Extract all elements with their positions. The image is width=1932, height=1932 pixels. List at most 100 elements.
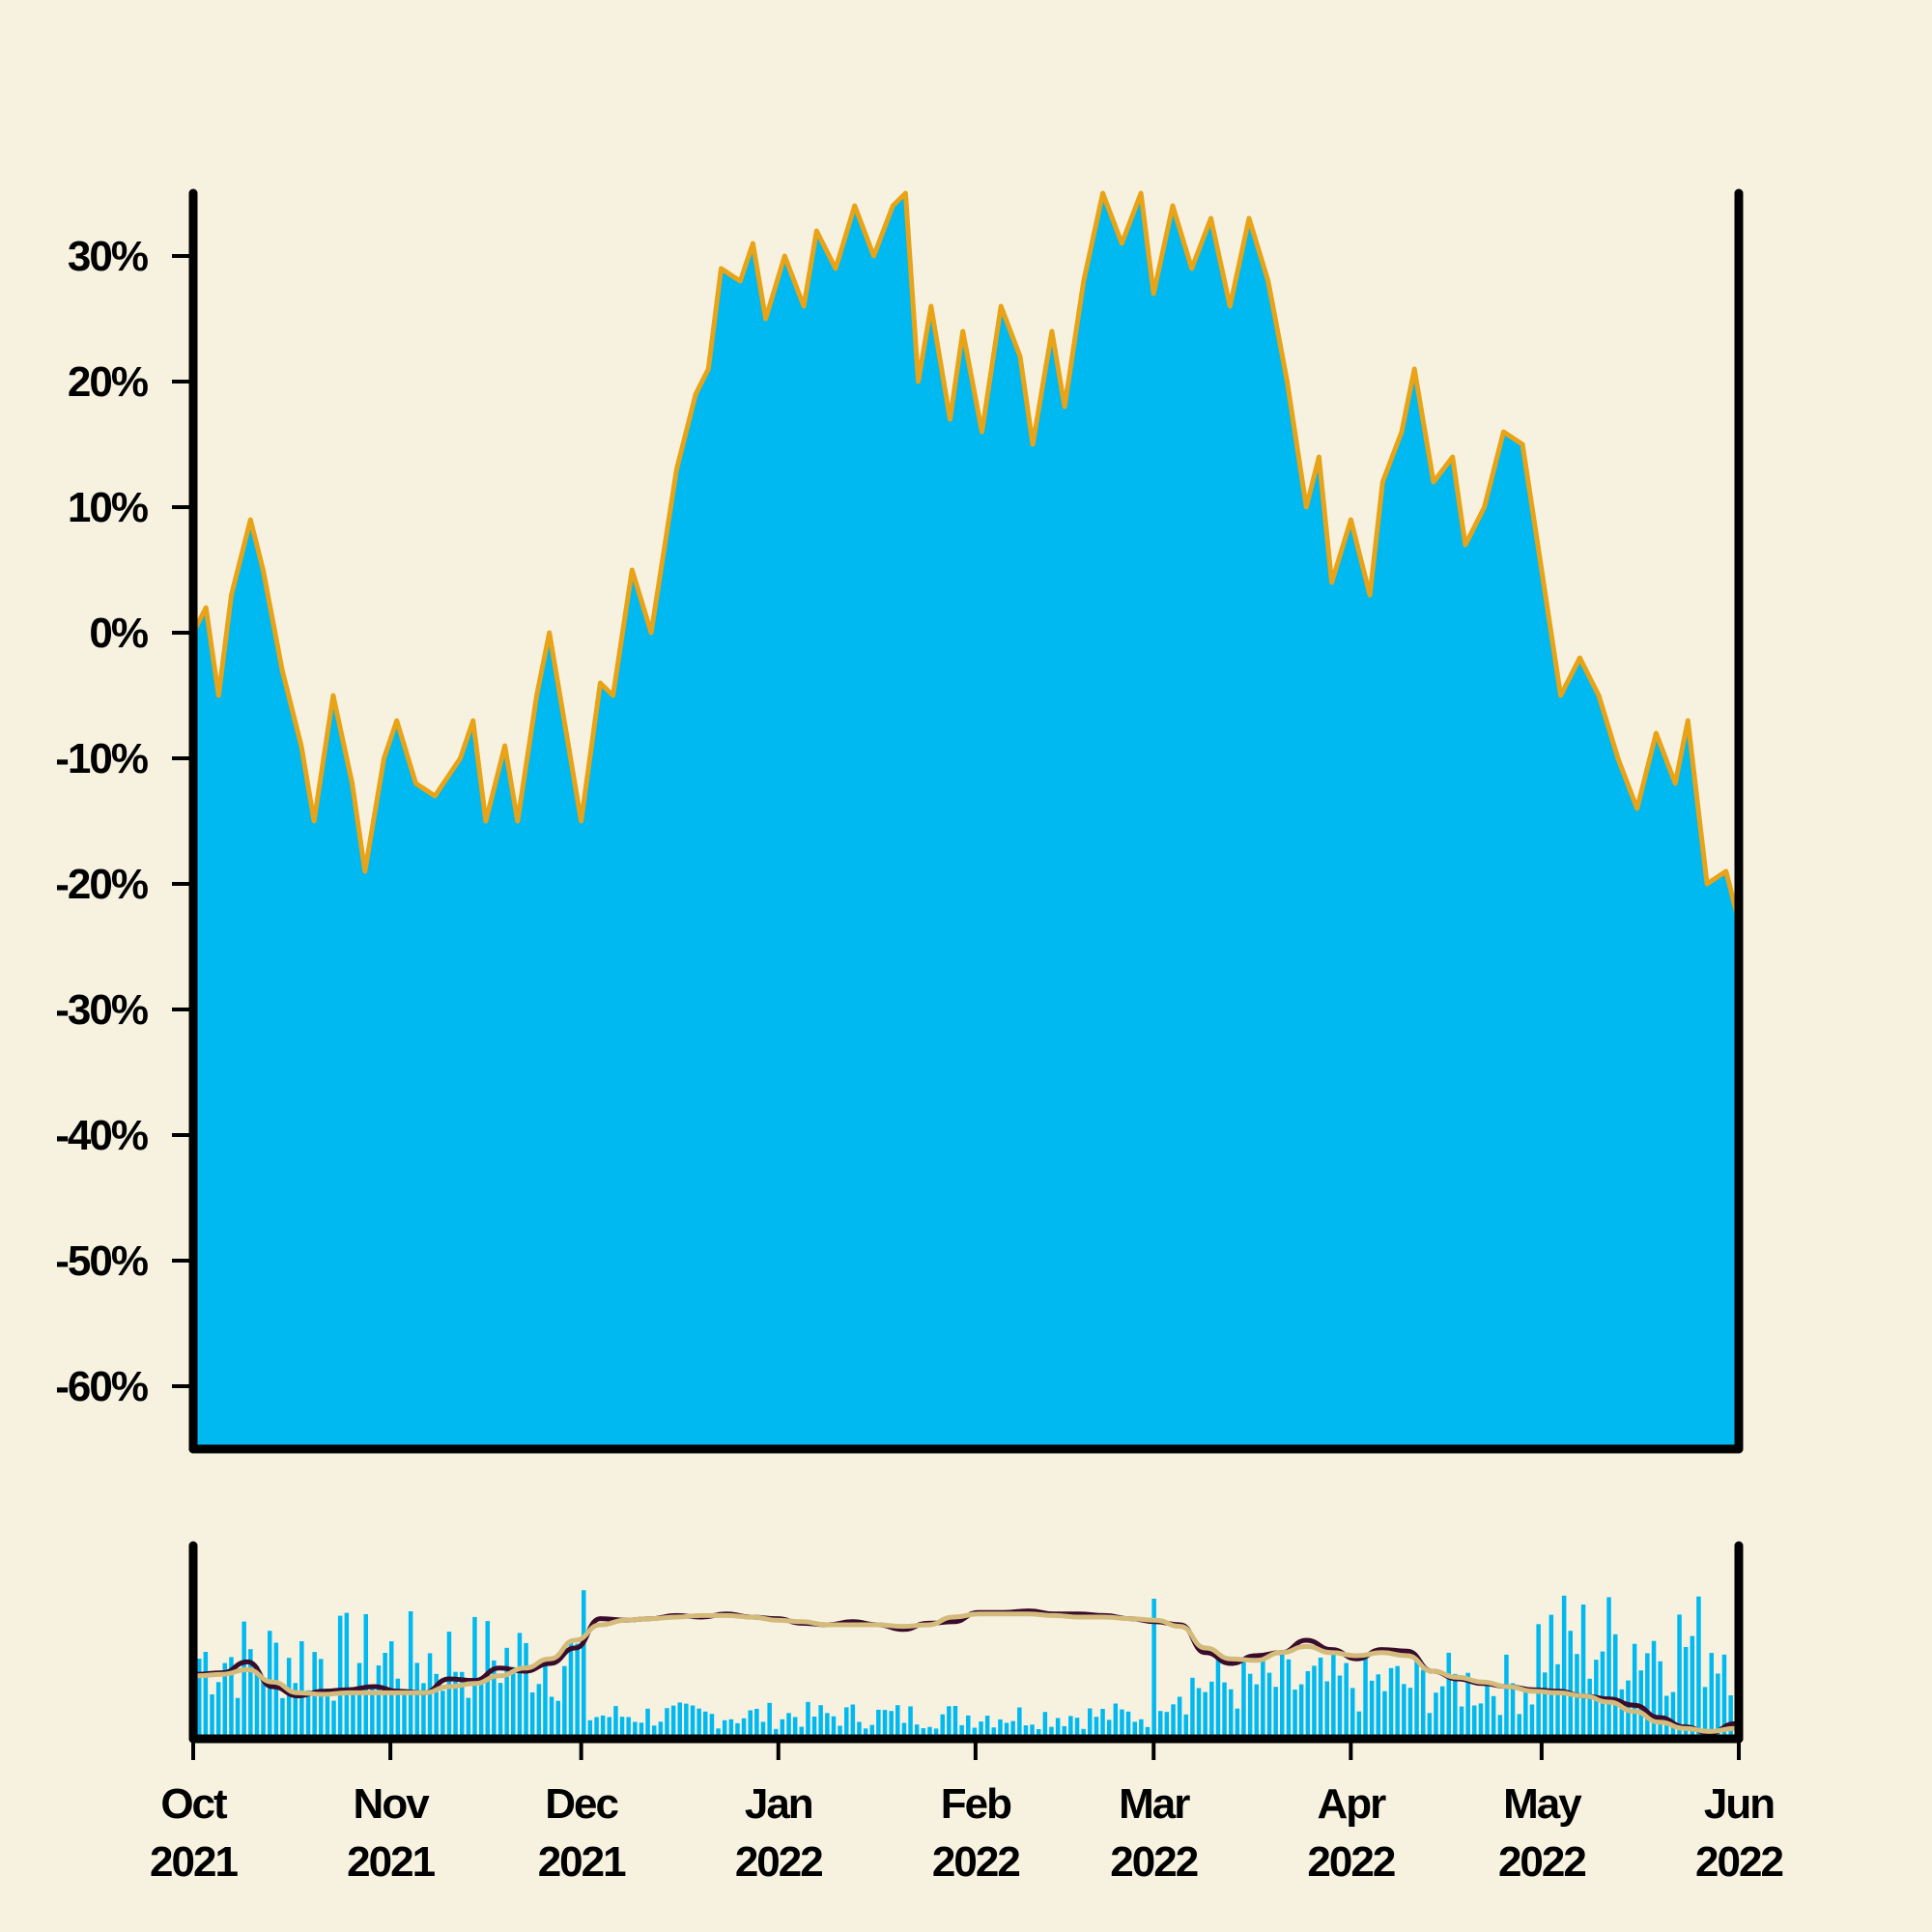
volume-bar bbox=[1074, 1718, 1080, 1739]
volume-bar bbox=[895, 1705, 900, 1739]
volume-bar bbox=[1139, 1719, 1144, 1739]
volume-bar bbox=[1709, 1653, 1714, 1739]
volume-bar bbox=[555, 1700, 560, 1739]
volume-bar bbox=[780, 1719, 785, 1739]
volume-bar bbox=[280, 1697, 285, 1739]
volume-bar bbox=[1465, 1672, 1470, 1739]
axes: 30% 20% 10% 0% -10% -20% -30% -40% -50% -60% Oct 20… bbox=[55, 188, 1784, 1886]
x-tick-label-year: 2021 bbox=[538, 1838, 626, 1886]
volume-bar bbox=[594, 1717, 599, 1739]
volume-bar bbox=[1402, 1684, 1406, 1739]
volume-bar bbox=[1293, 1690, 1297, 1739]
volume-bar bbox=[991, 1727, 996, 1739]
volume-bar bbox=[197, 1659, 202, 1739]
volume-bar bbox=[633, 1721, 638, 1739]
volume-bar bbox=[952, 1706, 958, 1739]
volume-bar bbox=[1555, 1663, 1560, 1739]
volume-bar bbox=[933, 1728, 939, 1739]
volume-bar bbox=[453, 1671, 458, 1739]
volume-bar bbox=[1088, 1708, 1093, 1739]
volume-bar bbox=[1273, 1687, 1278, 1739]
volume-bar bbox=[1183, 1714, 1188, 1739]
volume-bar bbox=[825, 1713, 830, 1739]
volume-bar bbox=[1491, 1695, 1496, 1739]
volume-bar bbox=[1696, 1596, 1701, 1739]
volume-bar bbox=[1439, 1686, 1445, 1739]
volume-bar bbox=[908, 1706, 913, 1739]
volume-bar bbox=[395, 1678, 401, 1739]
y-tick-label: -40% bbox=[55, 1112, 148, 1159]
x-tick-label-year: 2022 bbox=[1307, 1838, 1394, 1886]
volume-bar bbox=[210, 1694, 214, 1739]
volume-bar bbox=[261, 1678, 266, 1739]
volume-bar bbox=[1472, 1705, 1477, 1739]
volume-bar bbox=[1081, 1728, 1086, 1739]
volume-bar bbox=[235, 1697, 241, 1739]
x-tick-label-year: 2022 bbox=[932, 1838, 1019, 1886]
y-tick-label: 20% bbox=[68, 358, 148, 406]
volume-bar bbox=[774, 1728, 779, 1739]
volume-bar bbox=[497, 1683, 503, 1739]
volume-bar bbox=[1421, 1669, 1426, 1739]
volume-bar bbox=[562, 1665, 567, 1739]
volume-bar bbox=[889, 1711, 894, 1739]
volume-bar bbox=[286, 1658, 292, 1739]
volume-bar bbox=[524, 1642, 528, 1739]
volume-bar bbox=[1376, 1674, 1380, 1739]
volume-bar bbox=[1241, 1658, 1246, 1739]
volume-bar bbox=[1446, 1652, 1451, 1739]
volume-bar bbox=[1613, 1634, 1618, 1739]
volume-bar bbox=[818, 1705, 823, 1739]
volume-bar bbox=[1407, 1688, 1413, 1739]
x-tick-label-year: 2022 bbox=[1695, 1838, 1782, 1886]
volume-bar bbox=[1683, 1647, 1689, 1739]
volume-bar bbox=[1305, 1671, 1311, 1739]
volume-bar bbox=[1324, 1681, 1329, 1739]
volume-bar bbox=[1497, 1715, 1503, 1739]
volume-bar bbox=[1427, 1713, 1433, 1739]
y-tick-label: -50% bbox=[55, 1237, 148, 1285]
volume-bar bbox=[665, 1708, 669, 1739]
volume-bar bbox=[1561, 1595, 1567, 1739]
volume-bar bbox=[677, 1702, 682, 1739]
volume-bar bbox=[639, 1722, 644, 1739]
volume-bar bbox=[1651, 1640, 1657, 1739]
volume-bar bbox=[319, 1659, 324, 1739]
volume-bar bbox=[1344, 1662, 1349, 1739]
volume-bar bbox=[331, 1700, 336, 1739]
volume-bar bbox=[1209, 1681, 1214, 1739]
volume-bar bbox=[1106, 1719, 1112, 1739]
volume-bar bbox=[582, 1590, 586, 1739]
volume-bar bbox=[568, 1640, 574, 1739]
volume-bar bbox=[619, 1717, 625, 1739]
volume-bar bbox=[927, 1726, 932, 1739]
x-tick-label-month: Jan bbox=[745, 1780, 812, 1828]
volume-bar bbox=[1222, 1682, 1227, 1739]
volume-bar bbox=[831, 1716, 837, 1739]
volume-bar bbox=[1363, 1654, 1368, 1739]
volume-bar bbox=[1023, 1725, 1029, 1739]
volume-bar bbox=[427, 1653, 433, 1739]
x-tick-label-month: May bbox=[1503, 1780, 1582, 1828]
volume-bar bbox=[408, 1611, 413, 1739]
volume-bar bbox=[1094, 1717, 1099, 1739]
x-tick-label-year: 2021 bbox=[150, 1838, 238, 1886]
volume-bar bbox=[626, 1717, 631, 1739]
volume-bar bbox=[1485, 1682, 1490, 1739]
volume-bar bbox=[882, 1710, 888, 1739]
volume-bar bbox=[1395, 1665, 1400, 1739]
volume-bar bbox=[1645, 1653, 1650, 1739]
volume-bar bbox=[966, 1715, 971, 1739]
volume-bar bbox=[575, 1643, 580, 1739]
volume-bar bbox=[421, 1683, 426, 1739]
volume-bar bbox=[709, 1714, 715, 1739]
volume-bar bbox=[1606, 1597, 1611, 1739]
volume-bar bbox=[728, 1719, 734, 1739]
volume-bar bbox=[972, 1727, 978, 1739]
volume-bar bbox=[587, 1719, 593, 1739]
y-tick-label: -30% bbox=[55, 986, 148, 1034]
volume-bar bbox=[652, 1725, 657, 1739]
volume-bar bbox=[741, 1718, 747, 1739]
volume-bar bbox=[1356, 1711, 1362, 1739]
